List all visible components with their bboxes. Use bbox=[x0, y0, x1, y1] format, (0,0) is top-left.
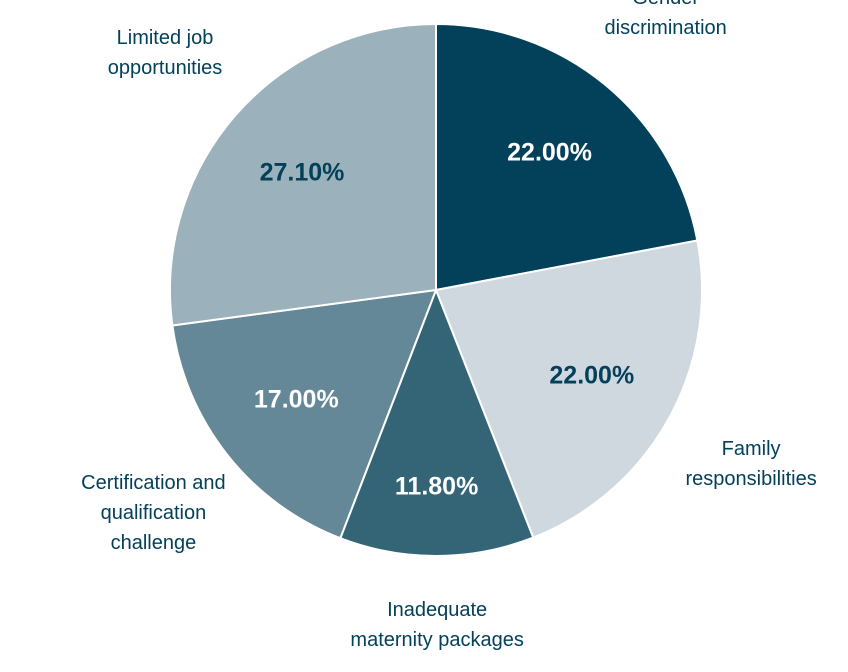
pie-slice bbox=[435, 22, 699, 292]
slice-value-label: 22.00% bbox=[549, 361, 635, 390]
slice-value-label: 27.10% bbox=[259, 158, 345, 187]
category-label: Certification and qualification challeng… bbox=[81, 472, 226, 555]
slice-value-label: 17.00% bbox=[253, 385, 339, 414]
category-label: Gender discrimination bbox=[604, 0, 727, 39]
pie-slice bbox=[169, 22, 437, 327]
category-label: Inadequate maternity packages bbox=[350, 599, 524, 651]
slice-value-label: 11.80% bbox=[394, 472, 479, 501]
pie-slice bbox=[171, 288, 438, 540]
slice-value-label: 22.00% bbox=[507, 138, 592, 167]
pie-slice bbox=[434, 239, 703, 539]
category-label: Family responsibilities bbox=[685, 438, 817, 491]
category-label: Limited job opportunities bbox=[107, 27, 223, 79]
pie-slice bbox=[339, 287, 535, 557]
